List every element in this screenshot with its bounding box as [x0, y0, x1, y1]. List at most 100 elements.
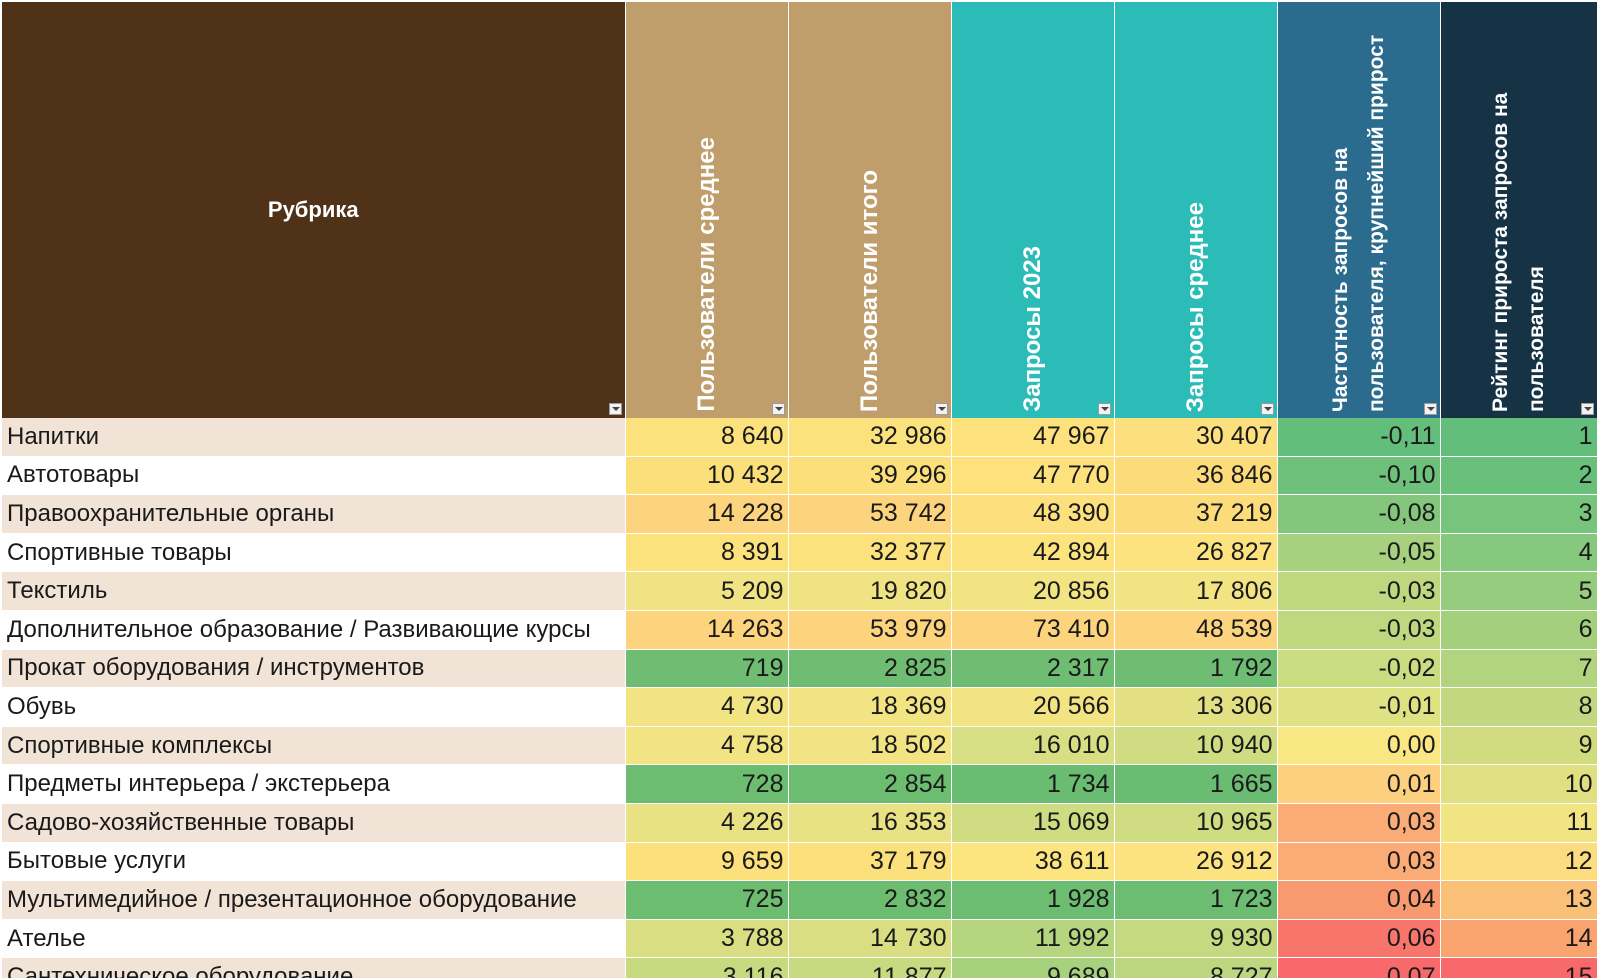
- cell-users-avg[interactable]: 9 659: [625, 842, 789, 882]
- cell-users-avg[interactable]: 14 263: [625, 610, 789, 650]
- cell-freq[interactable]: -0,01: [1277, 687, 1441, 727]
- filter-dropdown-icon[interactable]: [1423, 403, 1437, 415]
- cell-requests-2023[interactable]: 73 410: [951, 610, 1115, 650]
- cell-users-total[interactable]: 2 854: [788, 764, 952, 804]
- cell-requests-avg[interactable]: 17 806: [1114, 571, 1278, 611]
- cell-rank[interactable]: 3: [1440, 494, 1597, 534]
- cell-users-avg[interactable]: 8 391: [625, 533, 789, 573]
- cell-requests-avg[interactable]: 13 306: [1114, 687, 1278, 727]
- cell-requests-2023[interactable]: 20 566: [951, 687, 1115, 727]
- cell-users-total[interactable]: 18 369: [788, 687, 952, 727]
- filter-dropdown-icon[interactable]: [934, 403, 948, 415]
- cell-users-total[interactable]: 32 377: [788, 533, 952, 573]
- cell-users-total[interactable]: 19 820: [788, 571, 952, 611]
- cell-requests-avg[interactable]: 9 930: [1114, 919, 1278, 959]
- cell-category[interactable]: Мультимедийное / презентационное оборудо…: [2, 880, 626, 920]
- cell-requests-2023[interactable]: 15 069: [951, 803, 1115, 843]
- cell-requests-avg[interactable]: 26 912: [1114, 842, 1278, 882]
- cell-category[interactable]: Сантехническое оборудование: [2, 957, 626, 978]
- cell-category[interactable]: Обувь: [2, 687, 626, 727]
- cell-rank[interactable]: 2: [1440, 456, 1597, 496]
- cell-freq[interactable]: -0,05: [1277, 533, 1441, 573]
- cell-users-avg[interactable]: 4 226: [625, 803, 789, 843]
- cell-requests-avg[interactable]: 36 846: [1114, 456, 1278, 496]
- cell-freq[interactable]: -0,03: [1277, 610, 1441, 650]
- filter-dropdown-icon[interactable]: [771, 403, 785, 415]
- cell-users-avg[interactable]: 728: [625, 764, 789, 804]
- cell-users-total[interactable]: 39 296: [788, 456, 952, 496]
- cell-requests-2023[interactable]: 48 390: [951, 494, 1115, 534]
- cell-freq[interactable]: -0,10: [1277, 456, 1441, 496]
- cell-requests-avg[interactable]: 10 965: [1114, 803, 1278, 843]
- cell-rank[interactable]: 6: [1440, 610, 1597, 650]
- cell-rank[interactable]: 14: [1440, 919, 1597, 959]
- cell-requests-avg[interactable]: 10 940: [1114, 726, 1278, 766]
- cell-freq[interactable]: 0,07: [1277, 957, 1441, 978]
- cell-requests-2023[interactable]: 9 689: [951, 957, 1115, 978]
- cell-users-total[interactable]: 32 986: [788, 418, 952, 457]
- cell-freq[interactable]: 0,03: [1277, 803, 1441, 843]
- filter-dropdown-icon[interactable]: [1260, 403, 1274, 415]
- cell-rank[interactable]: 12: [1440, 842, 1597, 882]
- cell-users-avg[interactable]: 719: [625, 649, 789, 689]
- cell-users-avg[interactable]: 725: [625, 880, 789, 920]
- cell-requests-avg[interactable]: 37 219: [1114, 494, 1278, 534]
- cell-requests-avg[interactable]: 48 539: [1114, 610, 1278, 650]
- cell-category[interactable]: Правоохранительные органы: [2, 494, 626, 534]
- cell-freq[interactable]: 0,00: [1277, 726, 1441, 766]
- sort-filter-icon[interactable]: [1580, 403, 1594, 415]
- cell-users-avg[interactable]: 14 228: [625, 494, 789, 534]
- cell-requests-2023[interactable]: 1 928: [951, 880, 1115, 920]
- cell-requests-avg[interactable]: 1 665: [1114, 764, 1278, 804]
- cell-requests-avg[interactable]: 30 407: [1114, 418, 1278, 457]
- cell-requests-2023[interactable]: 11 992: [951, 919, 1115, 959]
- cell-users-total[interactable]: 2 825: [788, 649, 952, 689]
- cell-users-total[interactable]: 2 832: [788, 880, 952, 920]
- cell-requests-2023[interactable]: 1 734: [951, 764, 1115, 804]
- cell-requests-avg[interactable]: 1 723: [1114, 880, 1278, 920]
- cell-rank[interactable]: 9: [1440, 726, 1597, 766]
- cell-users-avg[interactable]: 10 432: [625, 456, 789, 496]
- filter-dropdown-icon[interactable]: [1097, 403, 1111, 415]
- cell-category[interactable]: Спортивные комплексы: [2, 726, 626, 766]
- cell-category[interactable]: Садово-хозяйственные товары: [2, 803, 626, 843]
- cell-category[interactable]: Дополнительное образование / Развивающие…: [2, 610, 626, 650]
- cell-requests-2023[interactable]: 16 010: [951, 726, 1115, 766]
- cell-freq[interactable]: -0,02: [1277, 649, 1441, 689]
- cell-requests-2023[interactable]: 47 967: [951, 418, 1115, 457]
- cell-freq[interactable]: 0,01: [1277, 764, 1441, 804]
- cell-rank[interactable]: 11: [1440, 803, 1597, 843]
- cell-requests-avg[interactable]: 26 827: [1114, 533, 1278, 573]
- cell-freq[interactable]: 0,06: [1277, 919, 1441, 959]
- cell-freq[interactable]: -0,11: [1277, 418, 1441, 457]
- cell-category[interactable]: Напитки: [2, 418, 626, 457]
- cell-requests-2023[interactable]: 20 856: [951, 571, 1115, 611]
- filter-dropdown-icon[interactable]: [608, 403, 622, 415]
- cell-category[interactable]: Автотовары: [2, 456, 626, 496]
- cell-requests-2023[interactable]: 47 770: [951, 456, 1115, 496]
- cell-requests-avg[interactable]: 8 727: [1114, 957, 1278, 978]
- cell-users-avg[interactable]: 4 730: [625, 687, 789, 727]
- cell-rank[interactable]: 10: [1440, 764, 1597, 804]
- cell-users-avg[interactable]: 3 116: [625, 957, 789, 978]
- cell-rank[interactable]: 13: [1440, 880, 1597, 920]
- cell-users-avg[interactable]: 3 788: [625, 919, 789, 959]
- cell-freq[interactable]: 0,04: [1277, 880, 1441, 920]
- cell-rank[interactable]: 5: [1440, 571, 1597, 611]
- cell-category[interactable]: Бытовые услуги: [2, 842, 626, 882]
- cell-users-total[interactable]: 18 502: [788, 726, 952, 766]
- cell-requests-2023[interactable]: 2 317: [951, 649, 1115, 689]
- cell-freq[interactable]: 0,03: [1277, 842, 1441, 882]
- cell-category[interactable]: Ателье: [2, 919, 626, 959]
- cell-users-total[interactable]: 11 877: [788, 957, 952, 978]
- cell-freq[interactable]: -0,08: [1277, 494, 1441, 534]
- cell-users-total[interactable]: 14 730: [788, 919, 952, 959]
- cell-users-total[interactable]: 53 979: [788, 610, 952, 650]
- cell-category[interactable]: Текстиль: [2, 571, 626, 611]
- cell-users-total[interactable]: 16 353: [788, 803, 952, 843]
- cell-requests-2023[interactable]: 42 894: [951, 533, 1115, 573]
- cell-users-avg[interactable]: 5 209: [625, 571, 789, 611]
- cell-category[interactable]: Предметы интерьера / экстерьера: [2, 764, 626, 804]
- cell-users-avg[interactable]: 4 758: [625, 726, 789, 766]
- cell-category[interactable]: Прокат оборудования / инструментов: [2, 649, 626, 689]
